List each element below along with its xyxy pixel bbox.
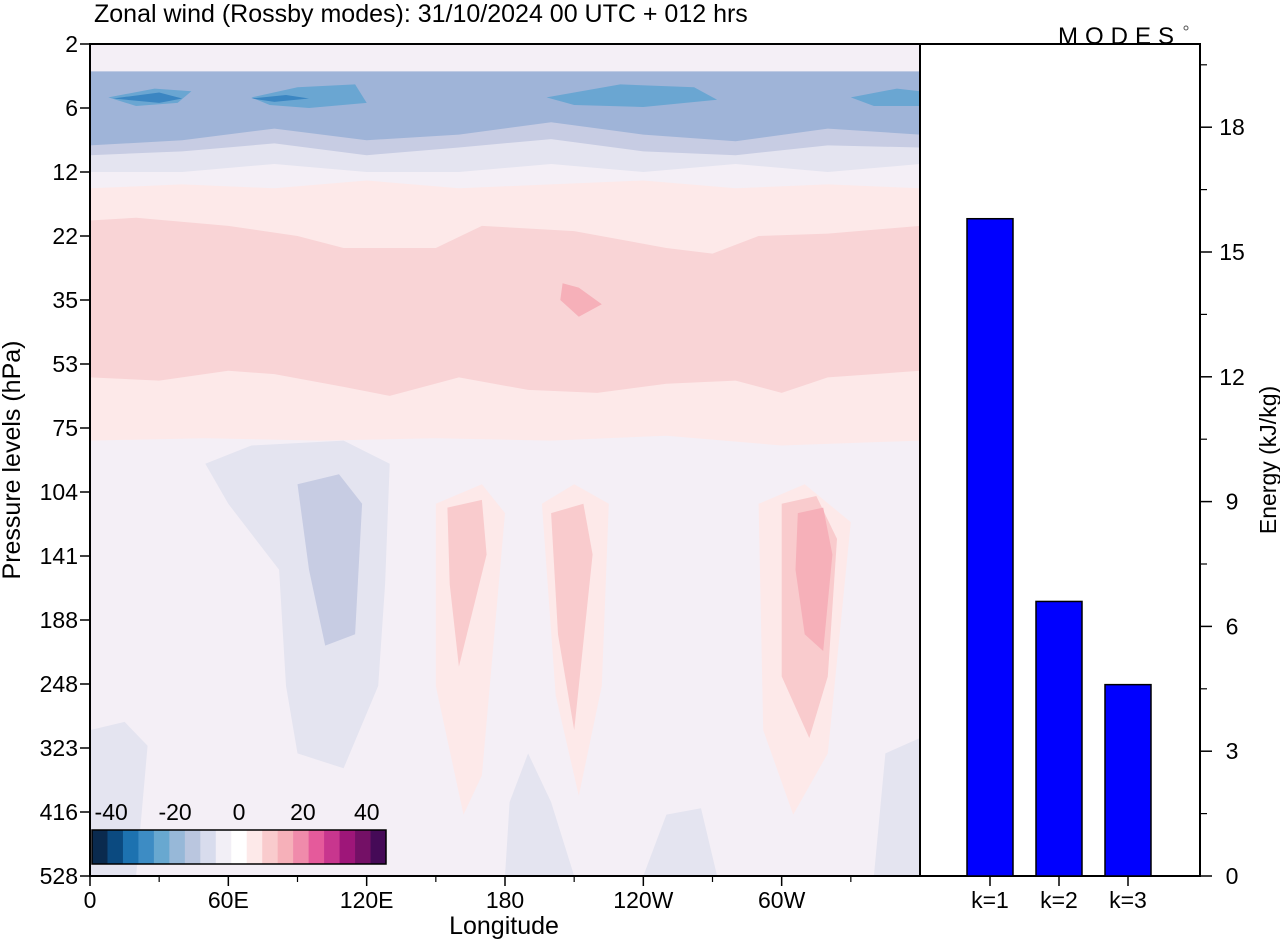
contour-region-22 [551,503,593,731]
x-tick-label: 0 [84,887,97,913]
colorbar-label: 20 [290,799,316,825]
colorbar-label: 40 [354,799,380,825]
contour-layer [90,71,920,876]
contour-region-4 [251,84,367,108]
x-tick-label: 120E [340,887,394,913]
y-tick-label: 104 [40,479,79,505]
colorbar-swatch [231,830,248,864]
energy-tick-label: 18 [1219,114,1245,140]
contour-region-8 [251,95,309,102]
colorbar-swatch [246,830,263,864]
x-tick-label: 60W [758,887,806,913]
energy-tick-label: 15 [1219,239,1245,265]
y-tick-label: 416 [40,799,78,825]
colorbar-swatch [184,830,201,864]
colorbar-swatch [169,830,186,864]
colorbar-swatch [107,830,124,864]
y-tick-label: 75 [52,415,78,441]
colorbar-swatch [215,830,232,864]
energy-bar-k1 [966,217,1014,877]
contour-region-10 [90,217,920,396]
colorbar: -40 -20 0 20 40 [91,799,387,865]
bar-category-label: k=1 [971,887,1009,913]
energy-axis-label: Energy (kJ/kg) [1255,386,1280,534]
contour-region-11 [560,283,602,317]
y-axis-label: Pressure levels (hPa) [0,341,26,580]
contour-region-7 [113,92,183,103]
x-tick-label: 120W [613,887,673,913]
contour-region-6 [850,88,920,106]
y-axis: 2 6 12 22 35 53 75 104 141 188 248 323 416 528 [40,31,90,889]
heatmap-panel: 0 60E 120E 180 120W 60W 2 6 12 22 35 53 75 104 141 188… [0,31,921,940]
contour-region-13 [297,474,363,646]
colorbar-swatch [92,830,108,864]
colorbar-swatch [355,830,371,864]
colorbar-swatch [277,830,294,864]
colorbar-swatch [370,830,387,864]
contour-region-5 [546,84,718,107]
energy-tick-label: 0 [1226,863,1239,889]
contour-region-16 [643,808,718,876]
contour-region-15 [505,753,575,876]
y-tick-label: 35 [52,287,78,313]
bars-layer: k=1 k=2 k=3 [966,217,1152,913]
colorbar-frame [91,829,387,865]
y-tick-label: 528 [40,863,78,889]
x-tick-label: 180 [486,887,524,913]
y-tick-label: 22 [52,223,78,249]
contour-region-24 [795,507,833,651]
colorbar-swatch [262,830,279,864]
y-tick-label: 248 [40,671,78,697]
colorbar-swatch [200,830,217,864]
logo-registered-mark [1183,25,1189,31]
energy-tick-label: 9 [1226,489,1239,515]
contour-region-17 [873,738,920,876]
energy-tick-label: 12 [1219,364,1245,390]
energy-axis: 0 3 6 9 12 15 18 [1200,64,1245,889]
y-tick-label: 323 [40,735,78,761]
energy-bar-k3 [1104,683,1152,877]
energy-bar-panel: k=1 k=2 k=3 0 3 6 9 12 15 18 Energy (kJ/kg) [919,43,1280,913]
y-tick-label: 53 [52,351,78,377]
colorbar-swatch [153,830,170,864]
colorbar-swatch [339,830,356,864]
energy-tick-label: 6 [1226,613,1239,639]
y-tick-label: 188 [40,607,78,633]
x-axis-label: Longitude [449,912,559,940]
energy-tick-label: 3 [1226,738,1239,764]
colorbar-swatch [324,830,340,864]
colorbar-swatch [138,830,155,864]
energy-bar-k2 [1035,600,1083,877]
colorbar-swatch [293,830,310,864]
figure-title: Zonal wind (Rossby modes): 31/10/2024 00… [94,0,748,28]
colorbar-label: 0 [233,799,246,825]
bar-category-label: k=2 [1040,887,1078,913]
contour-region-21 [447,499,487,667]
y-tick-label: 2 [65,31,78,57]
bar-category-label: k=3 [1109,887,1147,913]
x-tick-label: 60E [208,887,249,913]
colorbar-label: -40 [95,799,128,825]
colorbar-swatch [308,830,325,864]
colorbar-label: -20 [158,799,191,825]
y-tick-label: 141 [40,543,78,569]
y-tick-label: 12 [52,159,78,185]
colorbar-swatch [122,830,139,864]
y-tick-label: 6 [65,95,78,121]
x-axis: 0 60E 120E 180 120W 60W [84,876,852,913]
